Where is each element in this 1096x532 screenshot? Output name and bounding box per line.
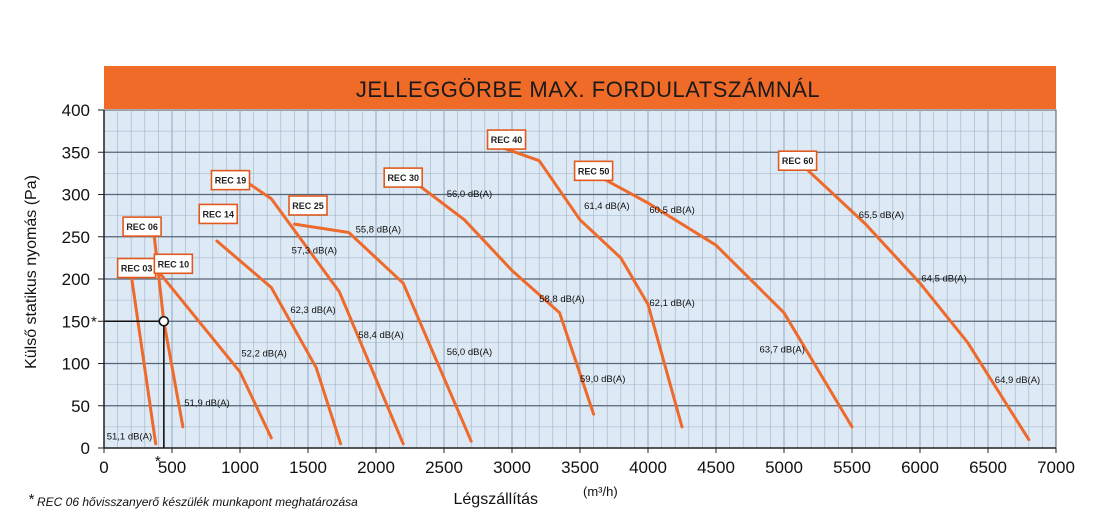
y-tick-label: 50 — [71, 397, 90, 416]
sound-level-label: 59,0 dB(A) — [580, 374, 625, 385]
x-tick-label: 500 — [158, 458, 186, 477]
sound-level-label: 58,8 dB(A) — [539, 294, 584, 305]
model-tag-label: REC 60 — [782, 156, 814, 166]
y-tick-label: 400 — [62, 101, 90, 120]
fan-curve-rec-40 — [490, 142, 684, 429]
x-tick-label: 2500 — [425, 458, 463, 477]
operating-point-x-star: * — [155, 453, 161, 470]
sound-level-label: 65,5 dB(A) — [859, 210, 904, 221]
model-tags: REC 03 REC 06 REC 10 REC 14 REC 19 REC 25 REC … — [116, 129, 818, 279]
model-tag-box — [153, 253, 194, 275]
model-tag-label: REC 40 — [491, 135, 523, 145]
sound-level-label: 62,1 dB(A) — [649, 298, 694, 309]
model-tag-box — [198, 203, 239, 225]
x-tick-label: 1500 — [289, 458, 327, 477]
model-tag-label: REC 14 — [202, 209, 234, 219]
sound-level-label: 63,7 dB(A) — [760, 345, 805, 356]
x-axis-unit: (m³/h) — [583, 484, 618, 499]
fan-curve-rec-14 — [215, 239, 343, 446]
fan-curve-rec-60 — [796, 159, 1031, 442]
model-tag-label: REC 19 — [215, 176, 247, 186]
title-bar — [104, 66, 1056, 109]
model-tag-box — [573, 160, 614, 182]
model-tag-label: REC 30 — [387, 173, 419, 183]
model-tag-box — [210, 169, 251, 191]
y-tick-label: 150 — [62, 312, 90, 331]
sound-level-label: 62,3 dB(A) — [290, 305, 335, 316]
x-tick-label: 5500 — [833, 458, 871, 477]
footnote-mark: * — [28, 491, 35, 508]
sound-level-label: 52,2 dB(A) — [241, 349, 286, 360]
fan-curve-rec-25 — [292, 222, 473, 443]
fan-curves — [129, 142, 1031, 446]
fan-curve-rec-30 — [401, 171, 596, 416]
model-tag-label: REC 03 — [121, 264, 153, 274]
y-axis-label: Külső statikus nyomás (Pa) — [23, 175, 40, 369]
x-tick-label: 4500 — [697, 458, 735, 477]
sound-level-label: 56,0 dB(A) — [447, 347, 492, 358]
x-tick-label: 5000 — [765, 458, 803, 477]
x-tick-label: 6000 — [901, 458, 939, 477]
sound-level-label: 64,9 dB(A) — [995, 375, 1040, 386]
sound-level-label: 51,1 dB(A) — [107, 432, 152, 443]
sound-level-label: 51,9 dB(A) — [184, 398, 229, 409]
model-tag-label: REC 50 — [578, 166, 610, 176]
sound-level-label: 55,8 dB(A) — [356, 225, 401, 236]
y-tick-label: 350 — [62, 143, 90, 162]
operating-point-y-star: * — [91, 313, 97, 330]
fan-curve-rec-50 — [592, 171, 854, 429]
sound-level-label: 60,5 dB(A) — [649, 205, 694, 216]
operating-point: ** — [91, 313, 170, 470]
model-tag-box — [486, 129, 527, 150]
x-tick-label: 3500 — [561, 458, 599, 477]
model-tag-box — [383, 167, 424, 188]
y-tick-label: 200 — [62, 270, 90, 289]
model-tag-label: REC 06 — [126, 222, 158, 232]
x-tick-label: 4000 — [629, 458, 667, 477]
model-tag-box — [122, 216, 162, 237]
operating-point-marker — [158, 315, 170, 327]
y-tick-label: 250 — [62, 228, 90, 247]
fan-curve-rec-03 — [129, 273, 158, 446]
x-tick-label: 0 — [99, 458, 108, 477]
x-tick-label: 2000 — [357, 458, 395, 477]
y-tick-label: 0 — [81, 439, 90, 458]
y-tick-label: 100 — [62, 355, 90, 374]
model-tag-label: REC 25 — [292, 201, 324, 211]
sound-level-label: 57,3 dB(A) — [292, 246, 337, 257]
sound-level-label: 58,4 dB(A) — [358, 330, 403, 341]
fan-curve-rec-19 — [238, 176, 405, 446]
x-tick-label: 1000 — [221, 458, 259, 477]
sound-level-label: 56,0 dB(A) — [447, 189, 492, 200]
fan-curve-rec-10 — [159, 273, 273, 440]
x-tick-label: 3000 — [493, 458, 531, 477]
sound-level-label: 61,4 dB(A) — [584, 201, 629, 212]
model-tag-label: REC 10 — [158, 259, 190, 269]
sound-level-labels: 51,1 dB(A) 51,9 dB(A) 52,2 dB(A) 62,3 dB(A)… — [107, 189, 1041, 443]
x-axis-label: Légszállítás — [454, 491, 539, 508]
sound-level-label: 64,5 dB(A) — [921, 274, 966, 285]
x-tick-label: 6500 — [969, 458, 1007, 477]
chart-title: JELLEGGÖRBE MAX. FORDULATSZÁMNÁL — [356, 77, 820, 102]
model-tag-box — [288, 195, 328, 216]
axes: 0 500 1000 1500 2000 2500 3000 3500 4000 4500 5000… — [62, 101, 1075, 477]
x-tick-label: 7000 — [1037, 458, 1075, 477]
footnote: REC 06 hővisszanyerő készülék munkapont … — [37, 495, 358, 509]
model-tag-box — [777, 150, 818, 171]
y-tick-label: 300 — [62, 186, 90, 205]
